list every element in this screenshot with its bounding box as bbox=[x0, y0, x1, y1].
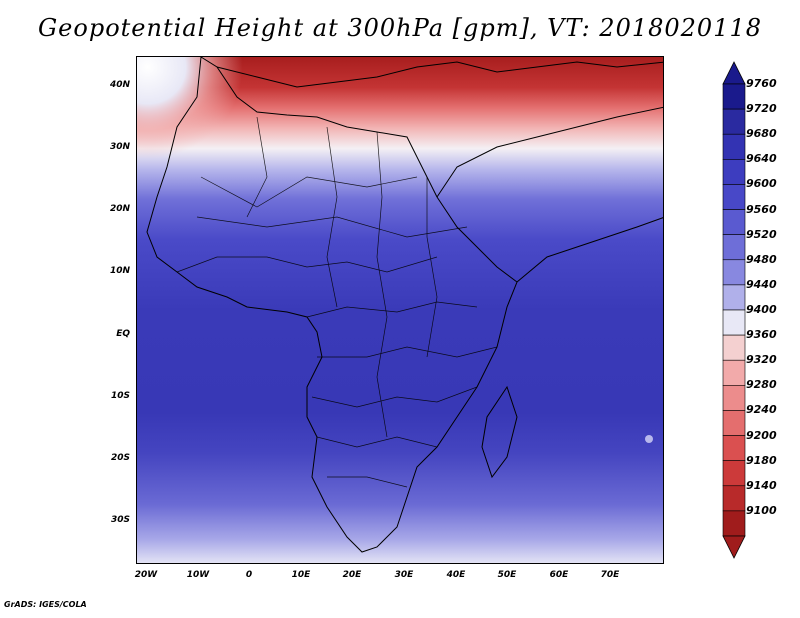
colorbar-swatch bbox=[722, 209, 746, 235]
colorbar-label: 9200 bbox=[746, 428, 777, 442]
colorbar-swatch bbox=[722, 284, 746, 311]
colorbar-swatch bbox=[722, 485, 746, 512]
colorbar-label: 9320 bbox=[746, 353, 777, 367]
colorbar-swatch bbox=[722, 184, 746, 210]
lon-label: 60E bbox=[549, 570, 569, 580]
lat-label: 30S bbox=[110, 515, 130, 525]
colorbar-label: 9180 bbox=[746, 453, 777, 467]
lat-label: EQ bbox=[116, 329, 130, 339]
colorbar bbox=[722, 61, 746, 559]
colorbar-label: 9720 bbox=[746, 102, 777, 116]
lon-label: 20W bbox=[134, 570, 158, 580]
colorbar-swatch bbox=[722, 510, 746, 537]
colorbar-label: 9100 bbox=[746, 503, 777, 517]
colorbar-label: 9600 bbox=[746, 177, 777, 191]
colorbar-swatch bbox=[722, 334, 746, 361]
colorbar-label: 9280 bbox=[746, 378, 777, 392]
colorbar-label: 9680 bbox=[746, 127, 777, 141]
colorbar-arrow-top bbox=[722, 61, 746, 85]
lat-label: 40N bbox=[109, 80, 130, 90]
colorbar-swatch bbox=[722, 385, 746, 411]
lon-label: 40E bbox=[446, 570, 466, 580]
colorbar-label: 9760 bbox=[746, 77, 777, 90]
lat-label: 10N bbox=[109, 266, 130, 276]
colorbar-swatch bbox=[722, 259, 746, 286]
colorbar-swatch bbox=[722, 234, 746, 261]
lat-label: 10S bbox=[110, 391, 130, 401]
colorbar-swatch bbox=[722, 410, 746, 436]
geopotential-field bbox=[137, 57, 663, 563]
colorbar-swatch bbox=[722, 309, 746, 336]
colorbar-label: 9520 bbox=[746, 227, 777, 241]
colorbar-label: 9140 bbox=[746, 478, 777, 492]
lat-label: 20N bbox=[109, 204, 130, 214]
lat-label: 30N bbox=[109, 142, 130, 152]
lon-label: 30E bbox=[394, 570, 414, 580]
lon-label: 0 bbox=[245, 570, 253, 580]
colorbar-label: 9360 bbox=[746, 328, 777, 342]
colorbar-label: 9560 bbox=[746, 202, 777, 216]
colorbar-swatch bbox=[722, 460, 746, 487]
lon-label: 10E bbox=[291, 570, 311, 580]
colorbar-label: 9640 bbox=[746, 152, 777, 166]
colorbar-arrow-bottom bbox=[722, 535, 746, 559]
lat-label: 20S bbox=[110, 453, 130, 463]
colorbar-swatch bbox=[722, 159, 746, 185]
colorbar-swatch bbox=[722, 359, 746, 386]
colorbar-label: 9440 bbox=[746, 277, 777, 291]
colorbar-label: 9400 bbox=[746, 303, 777, 316]
lon-label: 50E bbox=[497, 570, 517, 580]
lon-label: 20E bbox=[342, 570, 362, 580]
colorbar-swatch bbox=[722, 133, 746, 160]
chart-title: Geopotential Height at 300hPa [gpm], VT:… bbox=[38, 14, 762, 42]
colorbar-label: 9240 bbox=[746, 403, 777, 417]
colorbar-swatch bbox=[722, 108, 746, 135]
credit-text: GrADS: IGES/COLA bbox=[4, 600, 87, 609]
lon-label: 70E bbox=[600, 570, 620, 580]
colorbar-label: 9480 bbox=[746, 252, 777, 266]
colorbar-swatch bbox=[722, 83, 746, 110]
map-plot bbox=[136, 56, 664, 564]
lon-label: 10W bbox=[186, 570, 210, 580]
colorbar-swatch bbox=[722, 435, 746, 461]
